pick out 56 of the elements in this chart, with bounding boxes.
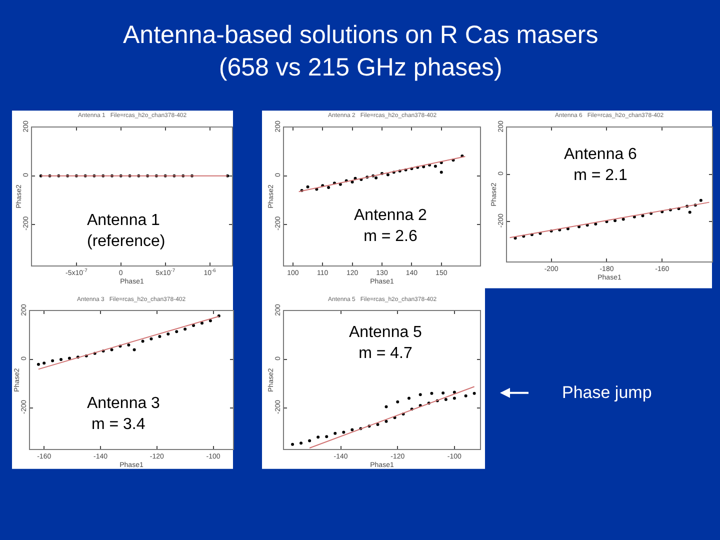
annotation: Antenna 3 m = 3.4 — [87, 395, 160, 433]
point — [68, 356, 71, 360]
point — [51, 359, 54, 362]
point — [342, 430, 346, 434]
point — [184, 328, 187, 331]
point — [622, 218, 625, 221]
point — [350, 180, 354, 184]
point — [688, 210, 692, 214]
point — [338, 182, 342, 186]
annotation: Antenna 1 (reference) — [87, 212, 166, 250]
point — [306, 185, 310, 188]
point — [434, 164, 437, 168]
point — [444, 398, 448, 401]
point — [334, 432, 337, 435]
point — [452, 390, 456, 394]
point — [208, 319, 212, 322]
point — [166, 332, 170, 336]
point — [127, 343, 130, 346]
point — [308, 439, 312, 442]
point — [327, 186, 330, 190]
point — [200, 322, 204, 325]
point — [175, 330, 178, 334]
point — [699, 198, 702, 202]
point — [325, 435, 328, 438]
annotation: Antenna 5 m = 4.7 — [349, 324, 422, 362]
point — [430, 392, 434, 395]
point — [60, 358, 63, 361]
point — [614, 219, 617, 222]
point — [350, 428, 354, 432]
point — [150, 337, 153, 340]
point — [300, 442, 303, 445]
point — [141, 340, 144, 343]
annotation: Antenna 6 m = 2.1 — [564, 146, 638, 184]
point — [396, 400, 400, 404]
point — [442, 391, 445, 394]
point — [418, 393, 422, 396]
point — [440, 170, 443, 174]
point — [316, 436, 320, 439]
point — [386, 173, 390, 176]
point — [384, 405, 388, 408]
point — [472, 392, 476, 395]
point — [407, 396, 410, 400]
point — [42, 362, 46, 365]
point — [192, 324, 196, 328]
point — [110, 348, 114, 352]
point — [291, 442, 294, 446]
point — [464, 394, 468, 398]
point — [158, 334, 162, 338]
point — [36, 362, 40, 366]
point — [578, 225, 581, 228]
text: Phase jump — [562, 383, 652, 402]
text: Antenna-based solutions on R Cas masers (658 vs 215 GHz phases) — [123, 21, 598, 82]
point — [374, 176, 378, 180]
point — [132, 348, 136, 352]
annotation: Antenna 2 m = 2.6 — [354, 207, 428, 245]
point — [452, 396, 456, 400]
